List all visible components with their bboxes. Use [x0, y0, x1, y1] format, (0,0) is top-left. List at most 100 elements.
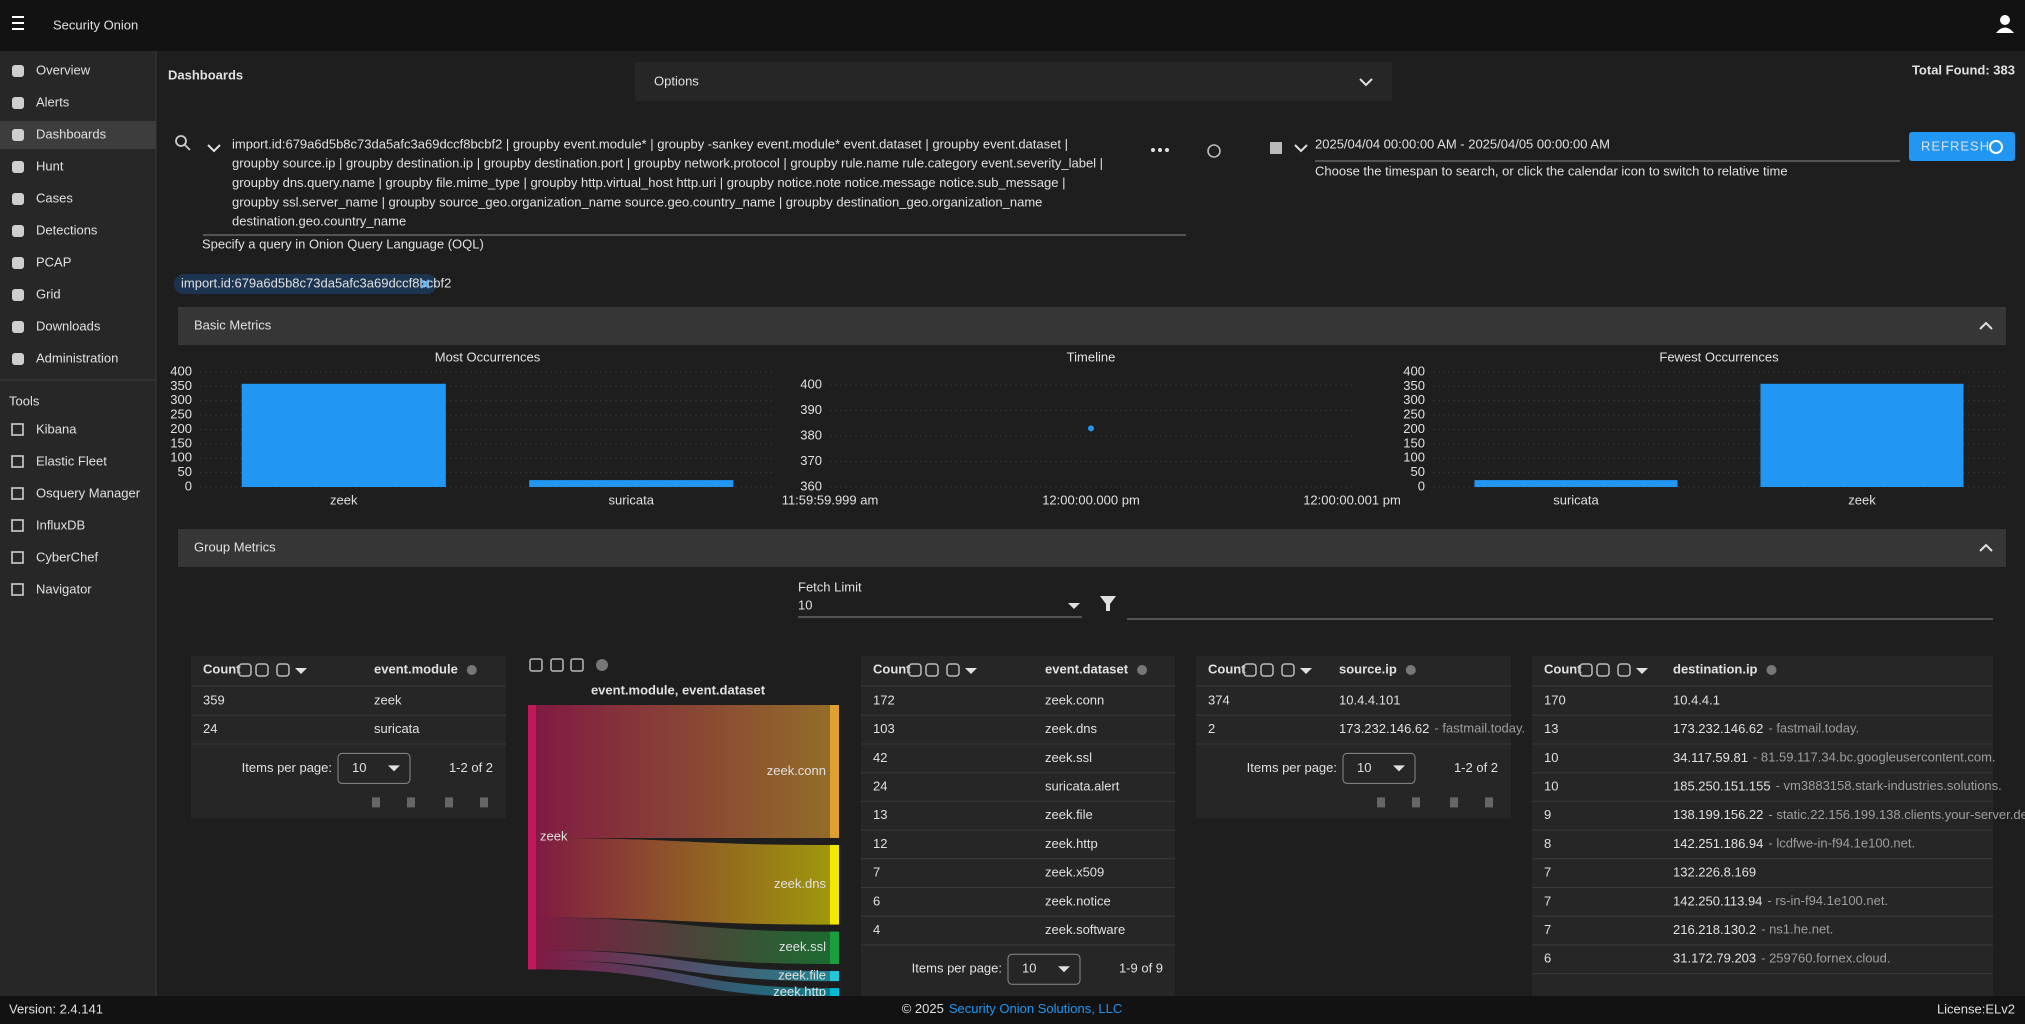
- cell-value[interactable]: suricata.alert: [1045, 779, 1120, 794]
- pagination-icon[interactable]: [1485, 797, 1493, 808]
- refresh-label[interactable]: REFRESH: [1921, 138, 1990, 153]
- company-link[interactable]: Security Onion Solutions, LLC: [949, 1001, 1122, 1016]
- column-action-icon[interactable]: [238, 663, 252, 677]
- cell-value[interactable]: zeek.http: [1045, 836, 1098, 851]
- column-action-icon[interactable]: [1243, 663, 1257, 677]
- more-icon[interactable]: [1165, 148, 1169, 152]
- column-remove-icon[interactable]: [466, 665, 477, 675]
- cell-value[interactable]: 132.226.8.169: [1673, 865, 1756, 880]
- refresh-icon[interactable]: [1989, 140, 2003, 154]
- sankey-action-icon[interactable]: [529, 658, 543, 672]
- query-text[interactable]: destination.geo.country_name: [232, 214, 406, 229]
- cell-value[interactable]: zeek.notice: [1045, 893, 1111, 908]
- cell-value[interactable]: 31.172.79.203- 259760.fornex.cloud.: [1673, 951, 1891, 966]
- chevron-icon[interactable]: [1294, 144, 1308, 153]
- cell-value[interactable]: 138.199.156.22- static.22.156.199.138.cl…: [1673, 807, 2025, 822]
- column-action-icon[interactable]: [255, 663, 269, 677]
- pagination-icon[interactable]: [1412, 797, 1420, 808]
- section-header[interactable]: [178, 307, 2006, 345]
- dropdown-icon[interactable]: [1058, 966, 1070, 973]
- license[interactable]: License:ELv2: [1937, 1001, 2015, 1016]
- date-range[interactable]: 2025/04/04 00:00:00 AM - 2025/04/05 00:0…: [1315, 136, 1610, 151]
- query-text[interactable]: groupby source.ip | groupby destination.…: [232, 156, 1103, 171]
- pagination-icon[interactable]: [1450, 797, 1458, 808]
- nav-item[interactable]: Administration: [36, 350, 118, 365]
- query-text[interactable]: import.id:679a6d5b8c73da5afc3a69dccf8bcb…: [232, 136, 1068, 151]
- column-action-icon[interactable]: [1281, 663, 1295, 677]
- nav-item[interactable]: Alerts: [36, 94, 70, 109]
- nav-item[interactable]: Downloads: [36, 318, 101, 333]
- dropdown-icon[interactable]: [1068, 603, 1080, 609]
- items-per-page-select[interactable]: [1342, 752, 1416, 784]
- chevron-icon[interactable]: [1359, 78, 1373, 87]
- more-icon[interactable]: [1158, 148, 1162, 152]
- column-dropdown-icon[interactable]: [1636, 668, 1648, 674]
- fetch-limit-value[interactable]: 10: [798, 597, 812, 612]
- filter-chip[interactable]: [174, 274, 437, 294]
- column-dropdown-icon[interactable]: [295, 668, 307, 674]
- refresh-button[interactable]: [1909, 132, 2015, 161]
- query-text[interactable]: groupby ssl.server_name | groupby source…: [232, 194, 1042, 209]
- column-action-icon[interactable]: [1596, 663, 1610, 677]
- cell-value[interactable]: 142.250.113.94- rs-in-f94.1e100.net.: [1673, 893, 1888, 908]
- cell-value[interactable]: zeek.conn: [1045, 692, 1104, 707]
- pagination-icon[interactable]: [480, 797, 488, 808]
- section-header[interactable]: [178, 529, 2006, 567]
- cell-value[interactable]: 10.4.4.1: [1673, 692, 1720, 707]
- cell-value[interactable]: 34.117.59.81- 81.59.117.34.bc.googleuser…: [1673, 750, 1996, 765]
- nav-item[interactable]: Cases: [36, 190, 73, 205]
- chevron-icon[interactable]: [1979, 321, 1993, 330]
- dropdown-icon[interactable]: [388, 765, 400, 772]
- nav-tool[interactable]: Kibana: [36, 421, 77, 436]
- column-action-icon[interactable]: [1579, 663, 1593, 677]
- cell-value[interactable]: 10.4.4.101: [1339, 692, 1400, 707]
- user-icon[interactable]: [1996, 27, 2014, 34]
- pagination-icon[interactable]: [372, 797, 380, 808]
- nav-tool[interactable]: CyberChef: [36, 549, 99, 564]
- column-dropdown-icon[interactable]: [1300, 668, 1312, 674]
- nav-item[interactable]: Dashboards: [36, 126, 107, 141]
- cell-value[interactable]: zeek.dns: [1045, 721, 1098, 736]
- nav-item[interactable]: Grid: [36, 286, 61, 301]
- cell-value[interactable]: zeek.file: [1045, 807, 1093, 822]
- column-action-icon[interactable]: [1260, 663, 1274, 677]
- filter-icon[interactable]: [1100, 596, 1116, 611]
- nav-tool[interactable]: Navigator: [36, 581, 92, 596]
- user-icon[interactable]: [2000, 15, 2010, 25]
- sankey-action-icon[interactable]: [550, 658, 564, 672]
- cell-value[interactable]: 142.251.186.94- lcdfwe-in-f94.1e100.net.: [1673, 836, 1915, 851]
- column-dropdown-icon[interactable]: [965, 668, 977, 674]
- cell-value[interactable]: zeek.ssl: [1045, 750, 1092, 765]
- cell-value[interactable]: zeek: [374, 692, 402, 707]
- items-per-page-select[interactable]: [1007, 953, 1081, 985]
- more-icon[interactable]: [1151, 148, 1155, 152]
- chevron-icon[interactable]: [207, 144, 221, 153]
- nav-item[interactable]: Detections: [36, 222, 98, 237]
- pagination-icon[interactable]: [407, 797, 415, 808]
- options-panel[interactable]: [635, 62, 1392, 101]
- nav-item[interactable]: Overview: [36, 62, 91, 77]
- calendar-icon[interactable]: [1270, 142, 1282, 154]
- crosshair-icon[interactable]: [1207, 144, 1221, 158]
- cell-value[interactable]: zeek.x509: [1045, 865, 1104, 880]
- nav-tool[interactable]: Osquery Manager: [36, 485, 141, 500]
- chevron-icon[interactable]: [1979, 543, 1993, 552]
- column-action-icon[interactable]: [276, 663, 290, 677]
- column-remove-icon[interactable]: [1137, 665, 1148, 675]
- cell-value[interactable]: 185.250.151.155- vm3883158.stark-industr…: [1673, 779, 2002, 794]
- column-action-icon[interactable]: [925, 663, 939, 677]
- query-text[interactable]: groupby dns.query.name | groupby file.mi…: [232, 175, 1065, 190]
- chip-close-icon[interactable]: [420, 279, 430, 289]
- nav-item[interactable]: Hunt: [36, 158, 64, 173]
- cell-value[interactable]: suricata: [374, 721, 420, 736]
- column-action-icon[interactable]: [1617, 663, 1631, 677]
- nav-tool[interactable]: InfluxDB: [36, 517, 85, 532]
- column-action-icon[interactable]: [946, 663, 960, 677]
- dropdown-icon[interactable]: [1393, 765, 1405, 772]
- column-remove-icon[interactable]: [1405, 665, 1416, 675]
- cell-value[interactable]: 216.218.130.2- ns1.he.net.: [1673, 922, 1833, 937]
- cell-value[interactable]: zeek.software: [1045, 922, 1125, 937]
- column-action-icon[interactable]: [908, 663, 922, 677]
- sankey-remove-icon[interactable]: [596, 659, 608, 671]
- nav-item[interactable]: PCAP: [36, 254, 71, 269]
